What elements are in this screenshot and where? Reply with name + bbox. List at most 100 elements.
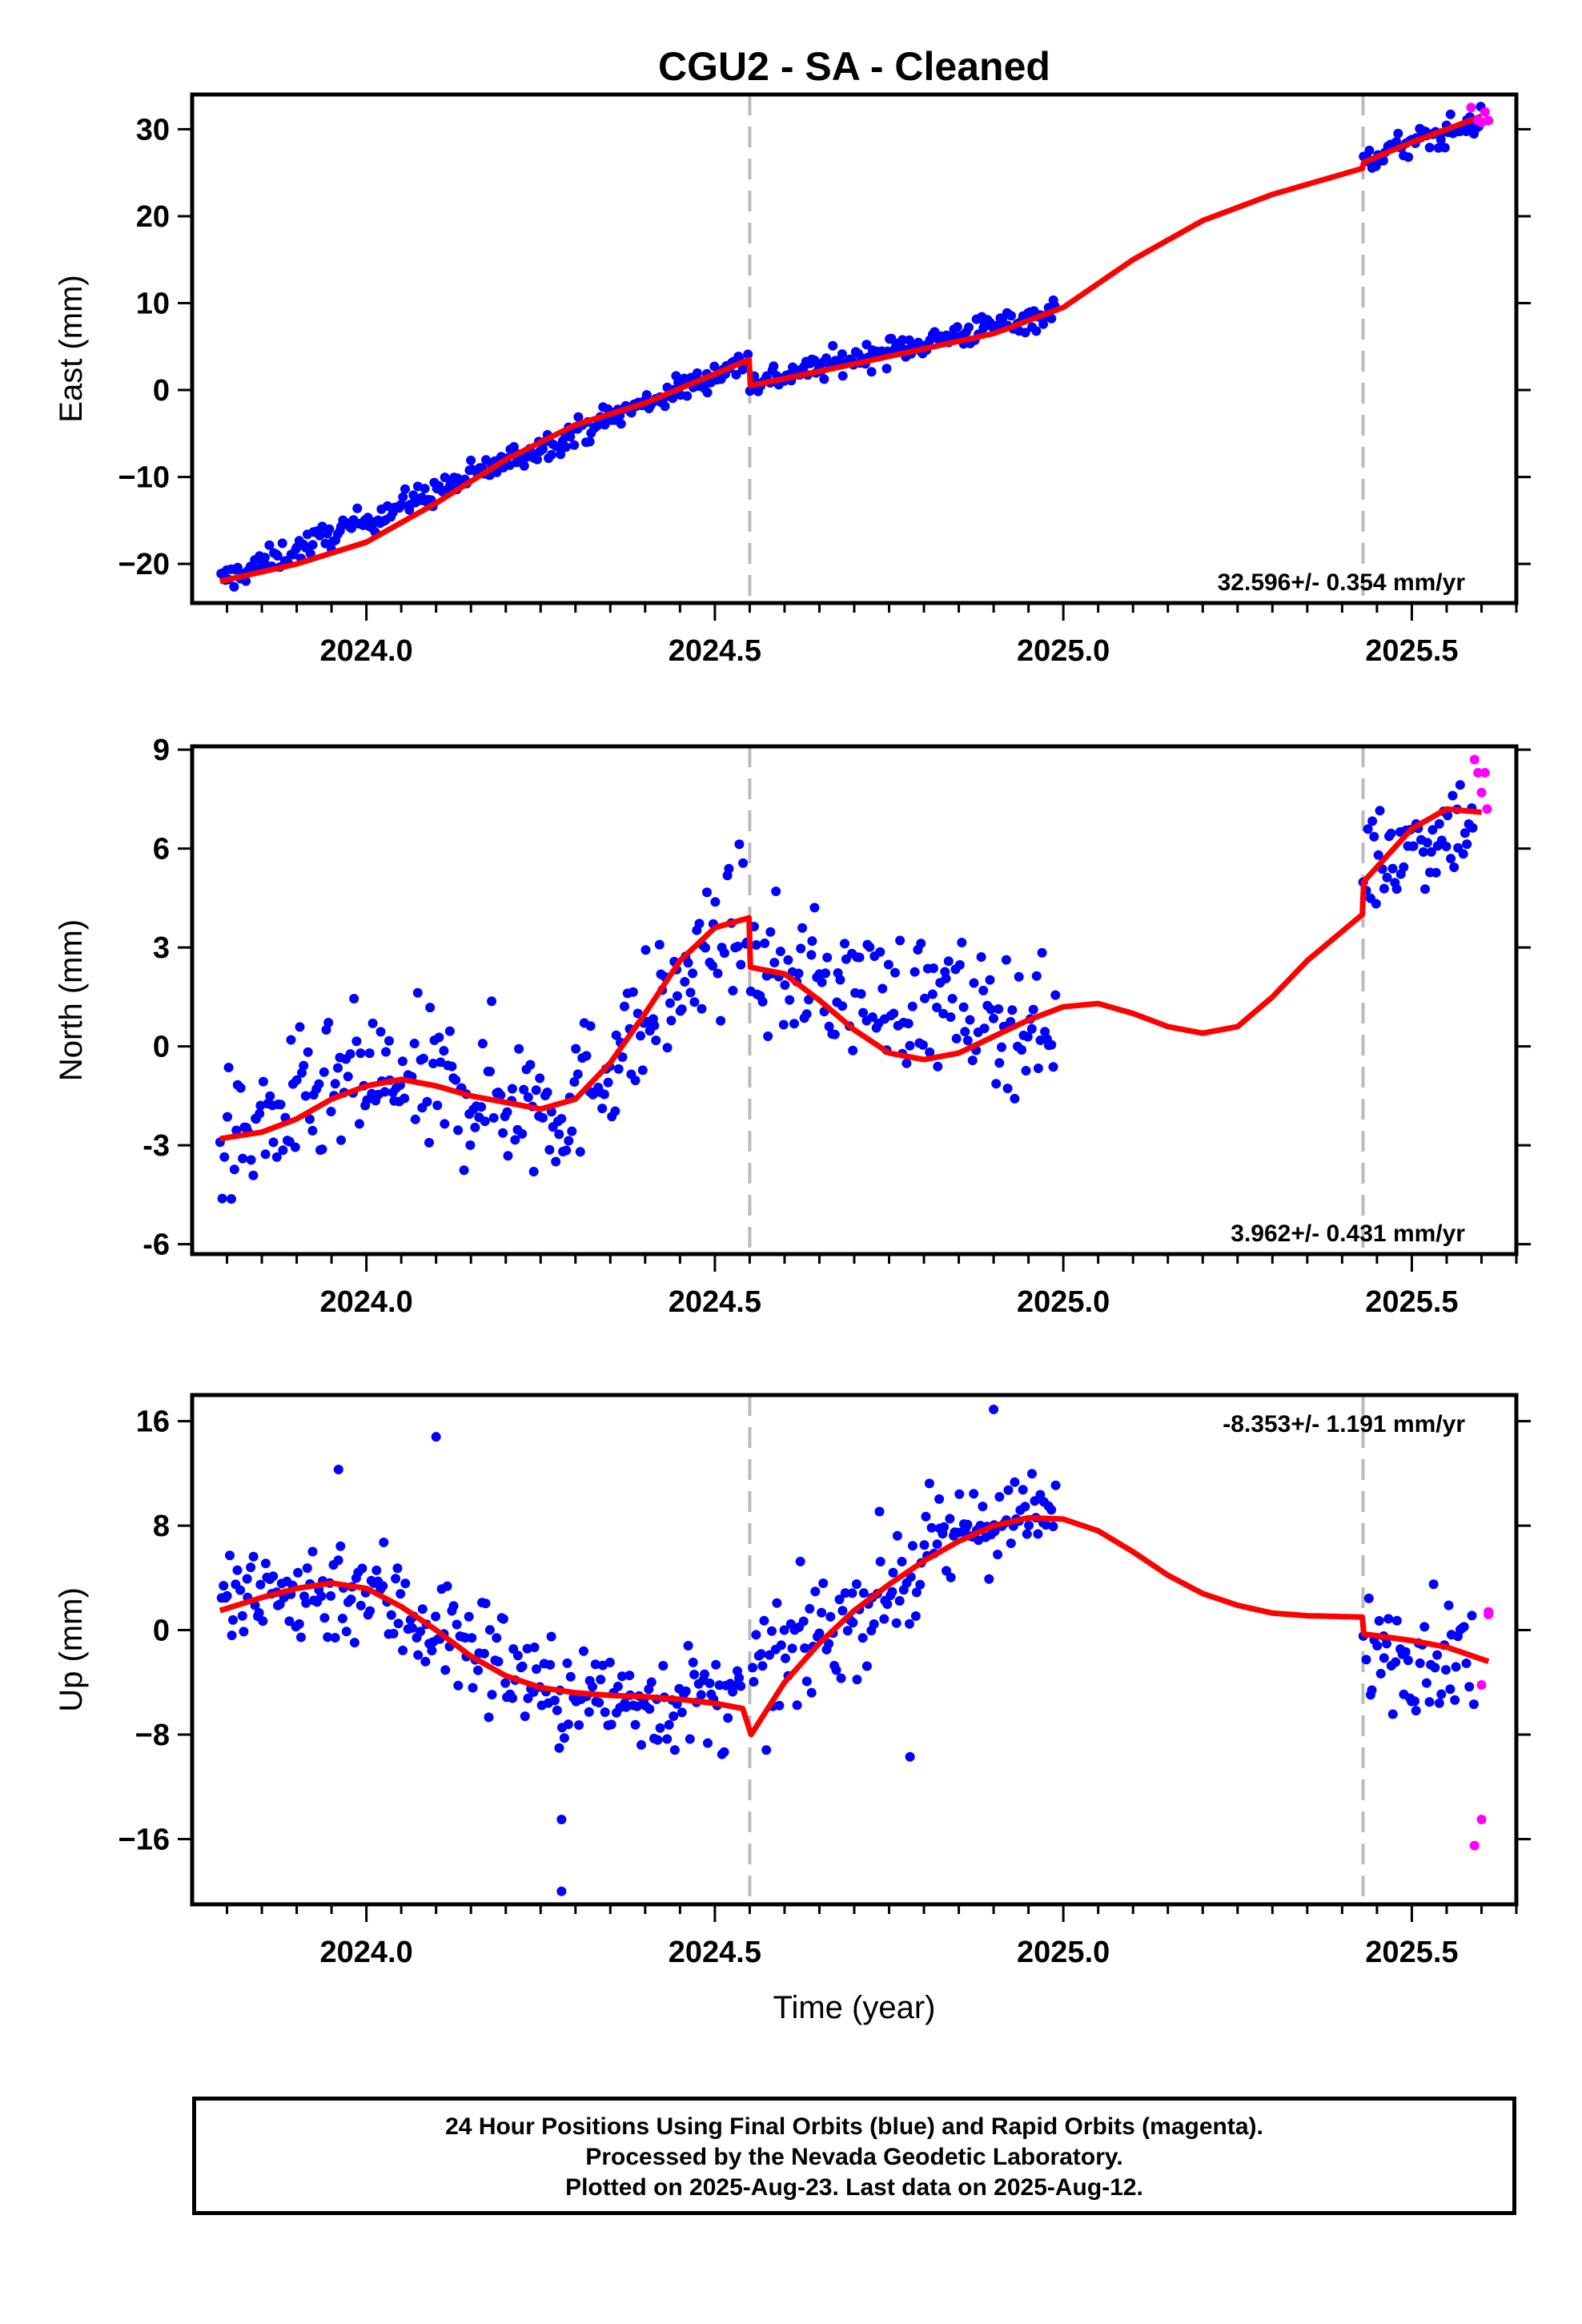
final-orbit-point-394 [1050, 990, 1061, 1000]
final-orbit-point-399 [1364, 145, 1375, 155]
final-orbit-point-287 [831, 1665, 841, 1675]
final-orbit-point-21 [258, 1616, 268, 1626]
final-orbit-point-109 [444, 1026, 455, 1036]
final-orbit-point-336 [927, 989, 938, 999]
final-orbit-point-231 [702, 887, 712, 898]
final-orbit-point-401 [1371, 899, 1381, 909]
final-orbit-point-53 [326, 1590, 336, 1601]
final-orbit-point-253 [751, 940, 761, 950]
velocity-label: 32.596+/- 0.354 mm/yr [1218, 569, 1466, 596]
final-orbit-point-289 [836, 1673, 846, 1683]
final-orbit-point-125 [479, 1648, 489, 1659]
final-orbit-point-331 [924, 1478, 934, 1489]
final-orbit-point-234 [709, 361, 720, 372]
final-orbit-point-392 [1361, 1655, 1371, 1665]
final-orbit-point-223 [688, 1657, 698, 1667]
final-orbit-point-224 [689, 1670, 700, 1679]
final-orbit-point-105 [436, 1057, 446, 1068]
final-orbit-point-240 [723, 1713, 733, 1723]
final-orbit-point-5 [223, 1063, 234, 1072]
final-orbit-point-97 [420, 484, 430, 494]
final-orbit-point-106 [439, 1046, 449, 1056]
final-orbit-point-386 [1033, 1063, 1043, 1073]
final-orbit-point-294 [847, 1588, 857, 1598]
final-orbit-point-380 [1030, 1496, 1040, 1506]
final-orbit-point-207 [652, 1735, 663, 1745]
final-orbit-point-303 [856, 989, 866, 999]
final-orbit-point-444 [556, 1886, 567, 1896]
final-orbit-point-338 [932, 1003, 942, 1012]
final-orbit-point-398 [1374, 1616, 1384, 1626]
final-orbit-point-199 [636, 1031, 645, 1041]
final-orbit-point-416 [1411, 1706, 1421, 1716]
final-orbit-point-66 [354, 1119, 364, 1129]
final-orbit-point-385 [1031, 971, 1042, 981]
final-orbit-point-324 [910, 1611, 921, 1621]
final-orbit-point-380 [1021, 1066, 1031, 1076]
final-orbit-point-259 [763, 1031, 773, 1041]
final-orbit-point-132 [493, 1656, 504, 1667]
final-orbit-point-95 [416, 1626, 425, 1637]
final-orbit-point-273 [793, 968, 804, 979]
final-orbit-point-440 [1461, 1659, 1472, 1668]
velocity-label: -8.353+/- 1.191 mm/yr [1223, 1411, 1465, 1437]
final-orbit-point-411 [1400, 1647, 1411, 1657]
final-orbit-point-279 [814, 1628, 825, 1638]
y-tick-label: 10 [136, 287, 170, 321]
final-orbit-point-6 [227, 1630, 237, 1641]
final-orbit-point-122 [473, 1665, 484, 1675]
final-orbit-point-137 [503, 1151, 513, 1161]
final-orbit-point-426 [1432, 1650, 1443, 1660]
final-orbit-point-259 [772, 1598, 782, 1608]
final-orbit-point-412 [1393, 128, 1403, 139]
final-orbit-point-395 [1367, 1685, 1377, 1695]
final-orbit-point-401 [1379, 1653, 1389, 1663]
final-orbit-point-51 [323, 1632, 333, 1642]
final-orbit-point-354 [965, 1015, 975, 1025]
final-orbit-point-323 [897, 335, 908, 345]
final-orbit-point-218 [677, 1707, 687, 1718]
final-orbit-point-107 [440, 1665, 451, 1675]
final-orbit-point-230 [703, 1738, 713, 1748]
final-orbit-point-244 [731, 369, 741, 380]
rapid-orbit-point-5 [1484, 1606, 1494, 1617]
final-orbit-point-144 [519, 1084, 529, 1095]
final-orbit-point-341 [946, 1572, 956, 1582]
final-orbit-point-361 [979, 1023, 990, 1034]
final-orbit-point-378 [1024, 1520, 1034, 1530]
final-orbit-point-87 [397, 1056, 408, 1067]
final-orbit-point-326 [915, 1579, 926, 1590]
final-orbit-point-108 [442, 1581, 452, 1591]
final-orbit-point-185 [606, 1719, 616, 1730]
x-tick-label: 2025.5 [1365, 634, 1458, 668]
final-orbit-point-365 [989, 1013, 998, 1023]
final-orbit-point-131 [492, 1633, 502, 1643]
final-orbit-point-431 [1443, 1600, 1454, 1610]
final-orbit-point-375 [1010, 1093, 1020, 1104]
final-orbit-point-64 [349, 1638, 359, 1648]
x-tick-label: 2025.5 [1365, 1936, 1458, 1969]
final-orbit-point-411 [1391, 884, 1402, 895]
final-orbit-point-405 [1379, 883, 1389, 894]
final-orbit-point-221 [682, 391, 693, 401]
final-orbit-point-127 [484, 1712, 494, 1723]
y-tick-label: 30 [136, 113, 170, 147]
final-orbit-point-225 [689, 997, 700, 1007]
final-orbit-point-292 [842, 1626, 853, 1636]
final-orbit-point-80 [384, 1035, 394, 1046]
final-orbit-point-447 [431, 1432, 441, 1442]
final-orbit-point-100 [425, 1003, 436, 1013]
y-tick-label: −8 [135, 1719, 170, 1752]
final-orbit-point-8 [231, 1125, 242, 1136]
final-orbit-point-261 [776, 1640, 786, 1651]
final-orbit-point-402 [1373, 850, 1383, 860]
final-orbit-point-53 [326, 1107, 336, 1116]
final-orbit-point-423 [1418, 846, 1428, 857]
final-orbit-point-256 [767, 1626, 777, 1636]
final-orbit-point-287 [822, 952, 833, 963]
final-orbit-point-56 [333, 1555, 343, 1566]
final-orbit-point-213 [665, 998, 675, 1008]
final-orbit-point-438 [1449, 862, 1460, 872]
final-orbit-point-412 [1403, 1655, 1413, 1666]
final-orbit-point-214 [666, 1015, 677, 1026]
